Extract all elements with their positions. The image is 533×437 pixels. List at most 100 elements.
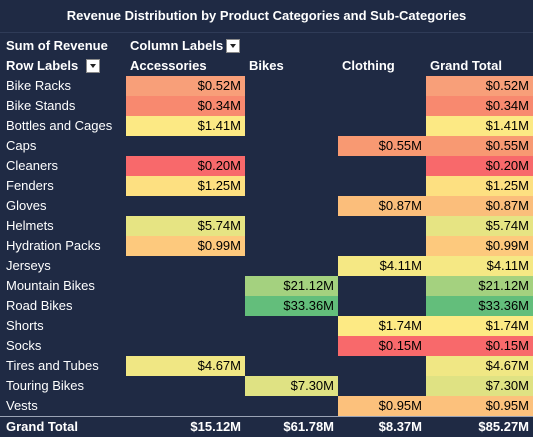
value-cell-bikes	[245, 196, 338, 216]
value-cell-accessories: $0.99M	[126, 236, 245, 256]
row-label[interactable]: Hydration Packs	[6, 238, 101, 253]
value-cell-bikes	[245, 236, 338, 256]
row-label[interactable]: Caps	[6, 138, 37, 153]
column-header-accessories: Accessories	[130, 58, 207, 73]
value-cell-bikes	[245, 76, 338, 96]
value-cell-grand-total: $0.99M	[426, 236, 533, 256]
row-label[interactable]: Road Bikes	[6, 298, 73, 313]
total-clothing: $8.37M	[378, 419, 422, 434]
row-label[interactable]: Socks	[6, 338, 42, 353]
value-cell-grand-total: $0.34M	[426, 96, 533, 116]
table-row: Fenders $1.25M $1.25M	[0, 176, 533, 196]
value-cell-bikes	[245, 116, 338, 136]
value-cell-clothing: $1.74M	[338, 316, 426, 336]
table-row: Socks $0.15M $0.15M	[0, 336, 533, 356]
row-labels-header: Row Labels	[0, 56, 126, 76]
grand-total-row: Grand Total $15.12M $61.78M $8.37M $85.2…	[0, 416, 533, 437]
value-cell-bikes: $33.36M	[245, 296, 338, 316]
value-cell-grand-total: $0.87M	[426, 196, 533, 216]
value-cell-clothing	[338, 96, 426, 116]
column-labels-filter-dropdown-icon[interactable]	[226, 38, 241, 53]
row-label[interactable]: Vests	[6, 398, 38, 413]
value-cell-accessories	[126, 316, 245, 336]
row-label[interactable]: Fenders	[6, 178, 54, 193]
value-cell-grand-total: $1.25M	[426, 176, 533, 196]
value-cell-grand-total: $0.20M	[426, 156, 533, 176]
row-labels-text: Row Labels	[6, 58, 79, 73]
row-label[interactable]: Gloves	[6, 198, 47, 213]
value-cell-accessories: $0.34M	[126, 96, 245, 116]
value-cell-accessories	[126, 336, 245, 356]
row-label[interactable]: Bottles and Cages	[6, 118, 113, 133]
value-cell-clothing	[338, 276, 426, 296]
value-cell-clothing: $0.15M	[338, 336, 426, 356]
table-row: Cleaners $0.20M $0.20M	[0, 156, 533, 176]
value-cell-grand-total: $0.15M	[426, 336, 533, 356]
value-cell-grand-total: $0.52M	[426, 76, 533, 96]
value-cell-clothing	[338, 116, 426, 136]
value-cell-bikes	[245, 156, 338, 176]
row-label[interactable]: Shorts	[6, 318, 44, 333]
value-cell-bikes	[245, 136, 338, 156]
row-labels-filter-dropdown-icon[interactable]	[86, 58, 101, 73]
value-cell-grand-total: $4.67M	[426, 356, 533, 376]
value-cell-clothing	[338, 76, 426, 96]
value-cell-clothing: $0.87M	[338, 196, 426, 216]
table-row: Bike Stands $0.34M $0.34M	[0, 96, 533, 116]
table-row: Road Bikes $33.36M $33.36M	[0, 296, 533, 316]
value-cell-accessories: $1.25M	[126, 176, 245, 196]
table-row: Touring Bikes $7.30M $7.30M	[0, 376, 533, 396]
value-cell-clothing	[338, 216, 426, 236]
value-cell-accessories	[126, 276, 245, 296]
column-labels-header: Column Labels	[126, 36, 256, 56]
value-cell-accessories	[126, 196, 245, 216]
value-cell-bikes	[245, 316, 338, 336]
value-cell-accessories: $4.67M	[126, 356, 245, 376]
column-header-grand-total: Grand Total	[430, 58, 502, 73]
row-label[interactable]: Helmets	[6, 218, 54, 233]
page-title: Revenue Distribution by Product Categori…	[0, 0, 533, 33]
value-cell-grand-total: $1.74M	[426, 316, 533, 336]
value-cell-clothing	[338, 156, 426, 176]
value-cell-clothing: $0.55M	[338, 136, 426, 156]
value-cell-clothing: $4.11M	[338, 256, 426, 276]
value-cell-bikes	[245, 336, 338, 356]
value-cell-accessories: $5.74M	[126, 216, 245, 236]
value-cell-accessories	[126, 136, 245, 156]
table-row: Tires and Tubes $4.67M $4.67M	[0, 356, 533, 376]
pivot-header-row-1: Sum of Revenue Column Labels	[0, 36, 533, 56]
value-cell-clothing	[338, 356, 426, 376]
row-label[interactable]: Touring Bikes	[6, 378, 85, 393]
value-cell-bikes	[245, 256, 338, 276]
value-cell-clothing: $0.95M	[338, 396, 426, 416]
row-label[interactable]: Bike Stands	[6, 98, 76, 113]
pivot-table: Sum of Revenue Column Labels Row Labels …	[0, 33, 533, 434]
value-cell-grand-total: $0.95M	[426, 396, 533, 416]
table-row: Caps $0.55M $0.55M	[0, 136, 533, 156]
value-cell-clothing	[338, 236, 426, 256]
value-cell-accessories	[126, 396, 245, 416]
value-cell-grand-total: $0.55M	[426, 136, 533, 156]
value-cell-clothing	[338, 176, 426, 196]
row-label[interactable]: Jerseys	[6, 258, 51, 273]
value-cell-bikes	[245, 216, 338, 236]
row-label[interactable]: Mountain Bikes	[6, 278, 95, 293]
value-cell-grand-total: $1.41M	[426, 116, 533, 136]
column-labels-text: Column Labels	[130, 38, 224, 53]
grand-total-label: Grand Total	[6, 419, 78, 434]
table-row: Helmets $5.74M $5.74M	[0, 216, 533, 236]
total-accessories: $15.12M	[190, 419, 241, 434]
value-cell-bikes	[245, 356, 338, 376]
row-label[interactable]: Cleaners	[6, 158, 59, 173]
column-header-clothing: Clothing	[342, 58, 395, 73]
table-row: Shorts $1.74M $1.74M	[0, 316, 533, 336]
value-cell-accessories	[126, 376, 245, 396]
value-cell-bikes	[245, 96, 338, 116]
table-row: Mountain Bikes $21.12M $21.12M	[0, 276, 533, 296]
row-label[interactable]: Tires and Tubes	[6, 358, 99, 373]
row-label[interactable]: Bike Racks	[6, 78, 72, 93]
value-cell-clothing	[338, 376, 426, 396]
value-cell-grand-total: $5.74M	[426, 216, 533, 236]
value-cell-bikes	[245, 396, 338, 416]
column-header-bikes: Bikes	[249, 58, 284, 73]
